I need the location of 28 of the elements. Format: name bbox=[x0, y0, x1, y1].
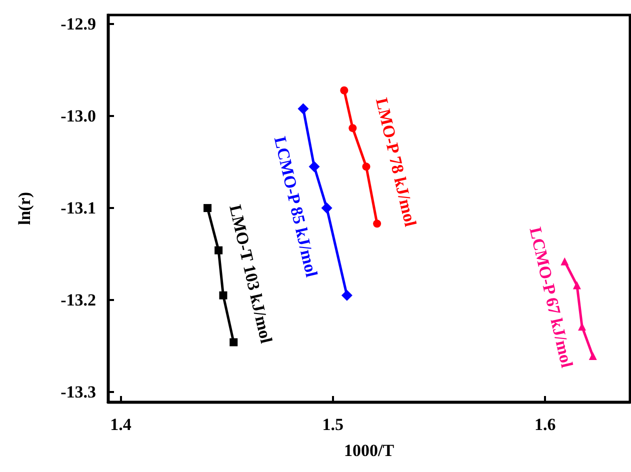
point bbox=[308, 161, 320, 172]
x-tick-label: 1.4 bbox=[110, 415, 132, 434]
y-axis-title: ln(r) bbox=[15, 192, 34, 226]
point bbox=[373, 220, 382, 228]
y-tick-label: -13.1 bbox=[60, 198, 96, 218]
y-tick-label: -13.0 bbox=[60, 106, 96, 126]
point bbox=[588, 352, 597, 360]
point bbox=[214, 246, 223, 254]
x-tick-label: 1.5 bbox=[322, 415, 344, 434]
point bbox=[348, 124, 357, 132]
text: LCMO-P 67 kJ/mol bbox=[526, 225, 577, 370]
point bbox=[204, 204, 212, 212]
y-tick-label: -12.9 bbox=[60, 14, 96, 34]
y-tick-label: -13.2 bbox=[60, 290, 96, 310]
point bbox=[362, 162, 370, 171]
point bbox=[230, 338, 238, 346]
point bbox=[321, 202, 332, 214]
point bbox=[578, 322, 586, 331]
point bbox=[219, 291, 228, 300]
point bbox=[572, 281, 581, 290]
text: LMO-P 78 kJ/mol bbox=[372, 96, 420, 229]
y-tick-label: -13.3 bbox=[60, 382, 96, 402]
x-tick-label: 1.6 bbox=[534, 415, 556, 434]
point bbox=[340, 86, 348, 94]
point bbox=[560, 257, 569, 266]
x-axis-title: 1000/T bbox=[344, 441, 395, 460]
point bbox=[341, 290, 352, 301]
point bbox=[298, 103, 309, 114]
